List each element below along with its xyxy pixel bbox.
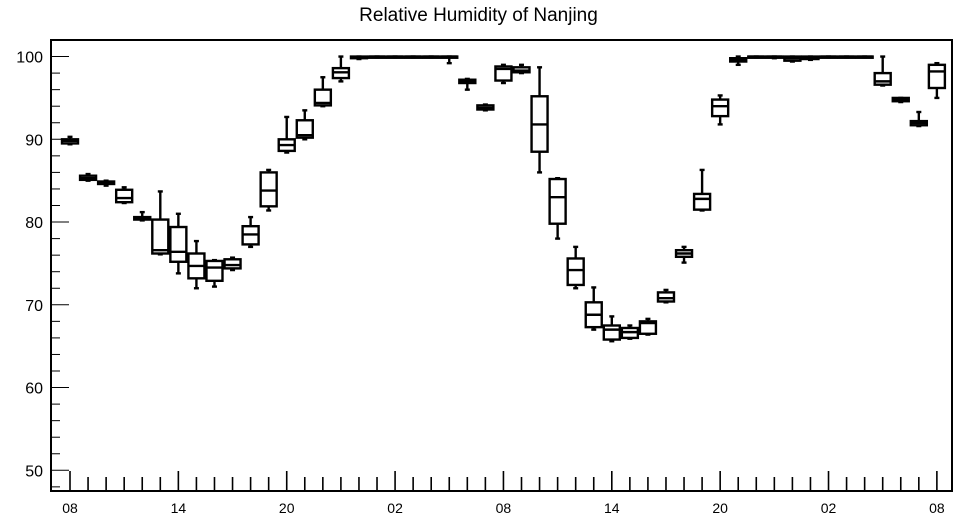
box-plot-item [656, 288, 676, 304]
box-plot-item [548, 176, 567, 240]
box-plot-item [729, 55, 748, 67]
box-plot-item [620, 324, 640, 340]
box-plot-item [494, 63, 513, 85]
x-tick-label: 02 [387, 500, 403, 516]
plot-frame [50, 39, 953, 492]
y-tick-label: 60 [25, 381, 43, 398]
box-plot-item [692, 168, 712, 212]
y-tick-label: 70 [25, 298, 43, 315]
box-plot-item [674, 245, 694, 264]
box-plot-item [837, 55, 856, 59]
box-plot-item [584, 286, 603, 331]
box-plot-item [151, 190, 170, 256]
box-plot-item [169, 212, 188, 275]
chart-title: Relative Humidity of Nanjing [359, 5, 598, 26]
box-plot-item [385, 55, 405, 59]
box-plot-item [710, 94, 730, 126]
box-body [205, 259, 224, 283]
y-tick-label: 80 [25, 215, 43, 232]
x-tick-label: 08 [496, 500, 512, 516]
box-plot-item [422, 55, 441, 59]
box-body [873, 71, 892, 86]
box-body [638, 320, 658, 335]
box-body [656, 291, 676, 303]
box-body [169, 225, 188, 263]
box-plot-item [277, 115, 296, 154]
box-plot-item [133, 210, 152, 222]
box-body [692, 192, 712, 211]
box-plot-item [205, 258, 224, 288]
box-plot-item [349, 55, 369, 61]
box-plot-item [512, 63, 531, 75]
box-plot-item [891, 96, 910, 104]
y-tick-label: 50 [25, 463, 43, 480]
box-plot-item [927, 61, 947, 100]
box-body [602, 324, 621, 341]
x-tick-label: 14 [171, 500, 187, 516]
box-body [295, 119, 314, 139]
y-tick-label: 90 [25, 132, 43, 149]
x-tick-label: 08 [62, 500, 78, 516]
box-plot-item [331, 55, 351, 83]
box-body [548, 177, 567, 225]
box-plot-item [78, 172, 98, 182]
box-plot-item [440, 55, 459, 65]
box-body [710, 98, 730, 118]
x-tick-label: 14 [604, 500, 620, 516]
box-plot-item [765, 55, 784, 60]
box-plot-item [801, 55, 820, 62]
box-body [259, 171, 278, 208]
box-plot-item [909, 110, 929, 128]
box-plot-item [367, 55, 387, 59]
box-plot-item [566, 245, 585, 290]
box-plot-item [223, 256, 242, 272]
box-body [223, 258, 242, 270]
box-plot-item [638, 317, 658, 336]
box-body [566, 257, 585, 287]
box-plot-item [476, 103, 495, 112]
box-plot-item [295, 109, 314, 141]
box-plot-item [60, 135, 80, 146]
box-plot-item [114, 186, 134, 205]
box-plot-item [602, 315, 621, 343]
x-tick-label: 08 [929, 500, 945, 516]
box-plot-item [747, 55, 766, 59]
x-tick-label: 20 [279, 500, 295, 516]
box-plot-item [313, 76, 333, 108]
box-plot-item [819, 55, 838, 59]
box-plot-item [458, 77, 477, 91]
x-tick-label: 02 [821, 500, 837, 516]
box-plot-item [187, 239, 206, 290]
box-body [114, 188, 134, 204]
box-plot-item [530, 66, 549, 174]
box-body [927, 63, 947, 90]
box-plot-item [241, 215, 260, 249]
x-tick-label: 20 [712, 500, 728, 516]
box-body [151, 218, 170, 255]
box-plot-item [259, 168, 278, 212]
box-plot-item [783, 55, 802, 63]
box-body [313, 88, 333, 107]
y-tick-label: 100 [16, 50, 43, 67]
box-plot-item [855, 55, 874, 59]
box-plot-item [873, 55, 892, 87]
box-plot-item [96, 179, 116, 187]
box-plot-item [403, 55, 423, 59]
